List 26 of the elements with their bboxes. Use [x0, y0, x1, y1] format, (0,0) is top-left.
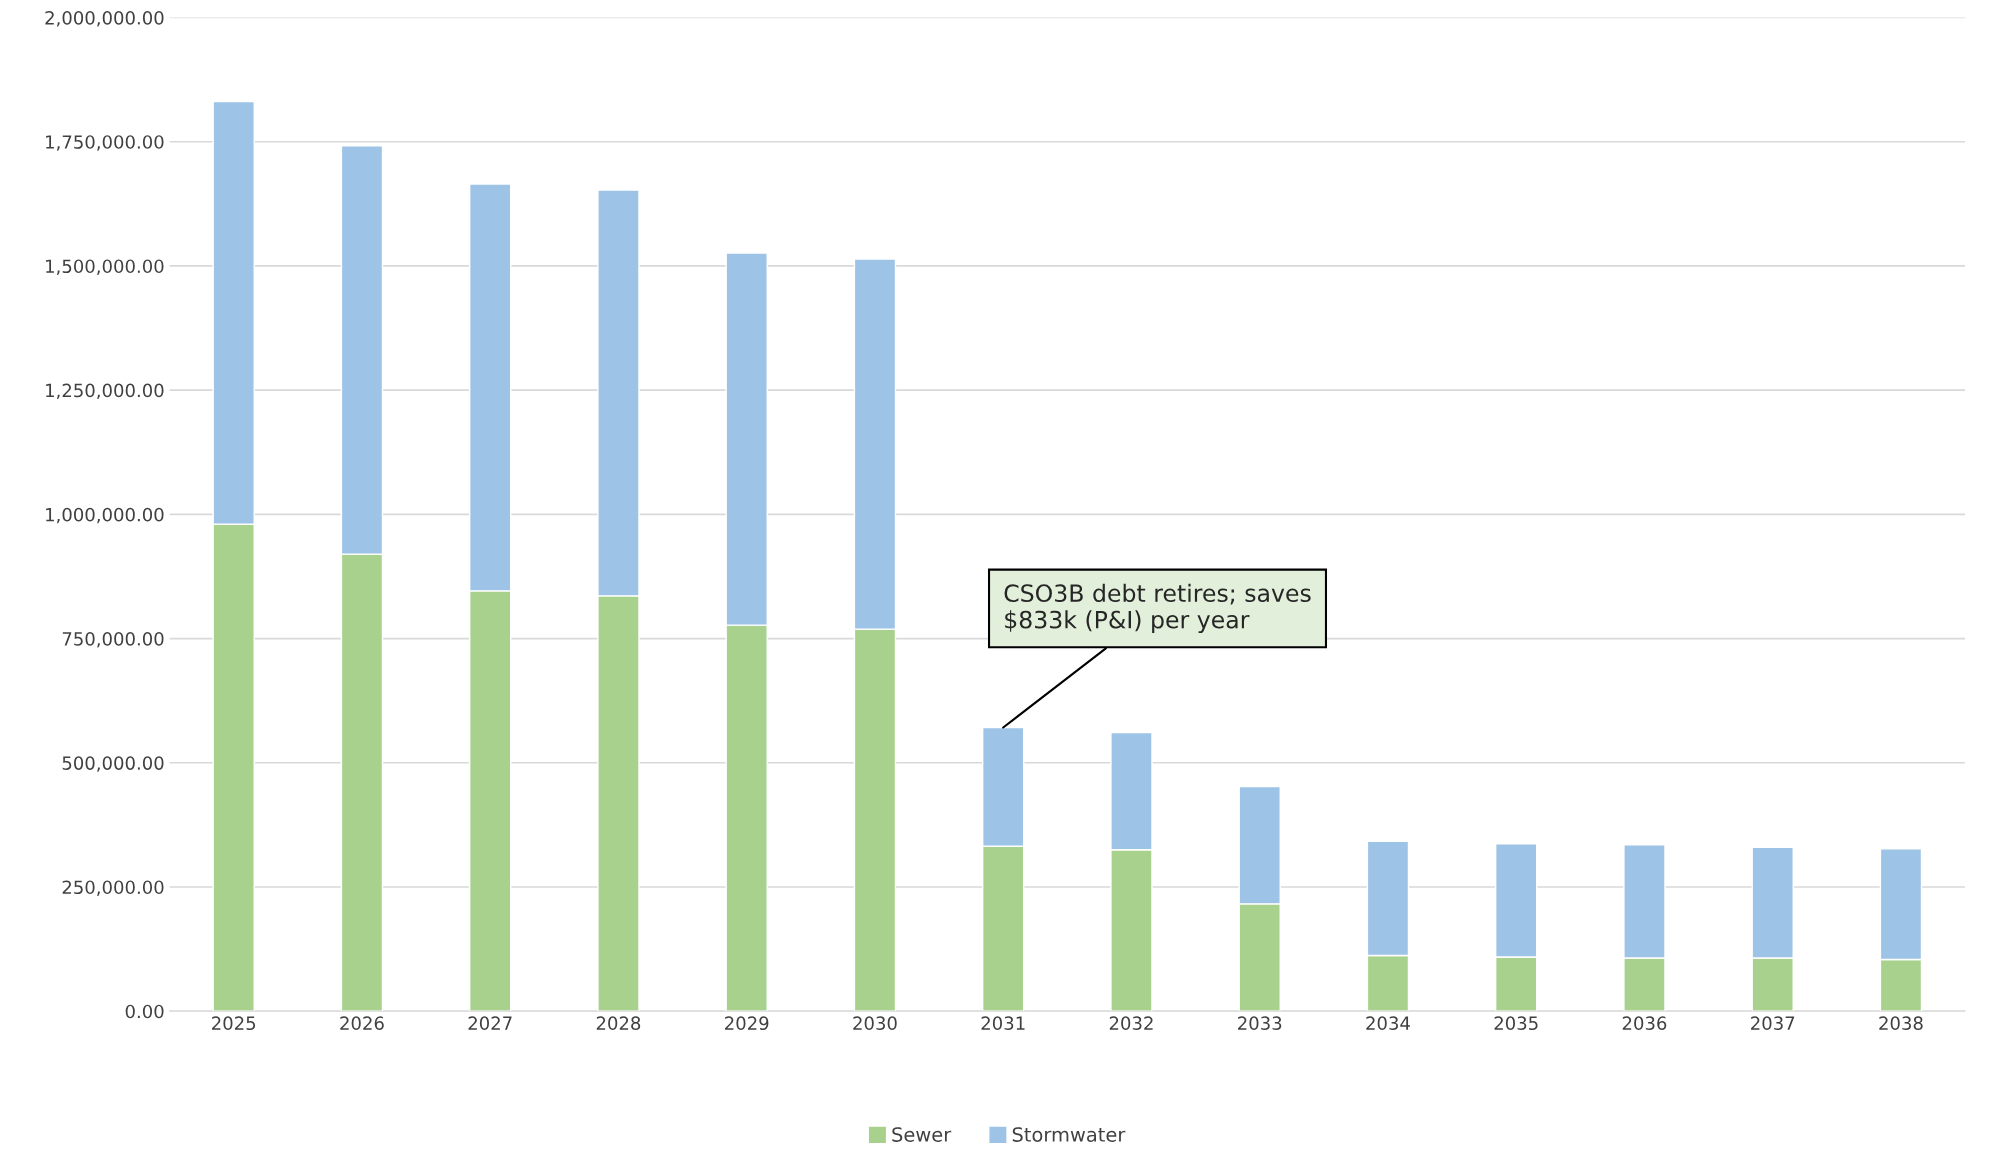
y-tick-label: 250,000.00 — [62, 880, 164, 896]
x-tick-label: 2030 — [853, 1016, 897, 1031]
y-tick-label: 0.00 — [125, 1004, 164, 1019]
x-tick-label: 2034 — [1366, 1016, 1410, 1031]
annotation: CSO3B debt retires; saves $833k (P&I) per year — [1004, 583, 1311, 634]
y-tick-label: 1,250,000.00 — [46, 383, 164, 400]
x-tick-label: 2037 — [1751, 1016, 1795, 1031]
y-tick-label: 1,000,000.00 — [46, 507, 164, 524]
y-tick-label: 1,500,000.00 — [46, 259, 164, 275]
x-tick-label: 2026 — [340, 1016, 384, 1031]
x-tick-label: 2036 — [1622, 1016, 1667, 1031]
y-tick-label: 1,750,000.00 — [46, 135, 164, 151]
legend-label: Sewer — [892, 1127, 952, 1142]
x-tick-label: 2032 — [1109, 1016, 1153, 1031]
x-tick-label: 2027 — [468, 1016, 512, 1031]
y-tick-label: 750,000.00 — [62, 632, 164, 648]
legend-label: Stormwater — [1012, 1127, 1126, 1142]
x-tick-label: 2033 — [1238, 1016, 1282, 1031]
y-tick-label: 500,000.00 — [62, 756, 164, 772]
x-tick-label: 2038 — [1879, 1016, 1923, 1031]
y-tick-label: 2,000,000.00 — [45, 10, 164, 27]
x-tick-label: 2029 — [725, 1016, 769, 1031]
x-tick-label: 2031 — [981, 1016, 1025, 1031]
x-tick-label: 2028 — [596, 1016, 641, 1031]
x-tick-label: 2025 — [212, 1016, 256, 1031]
x-tick-label: 2035 — [1494, 1016, 1538, 1031]
